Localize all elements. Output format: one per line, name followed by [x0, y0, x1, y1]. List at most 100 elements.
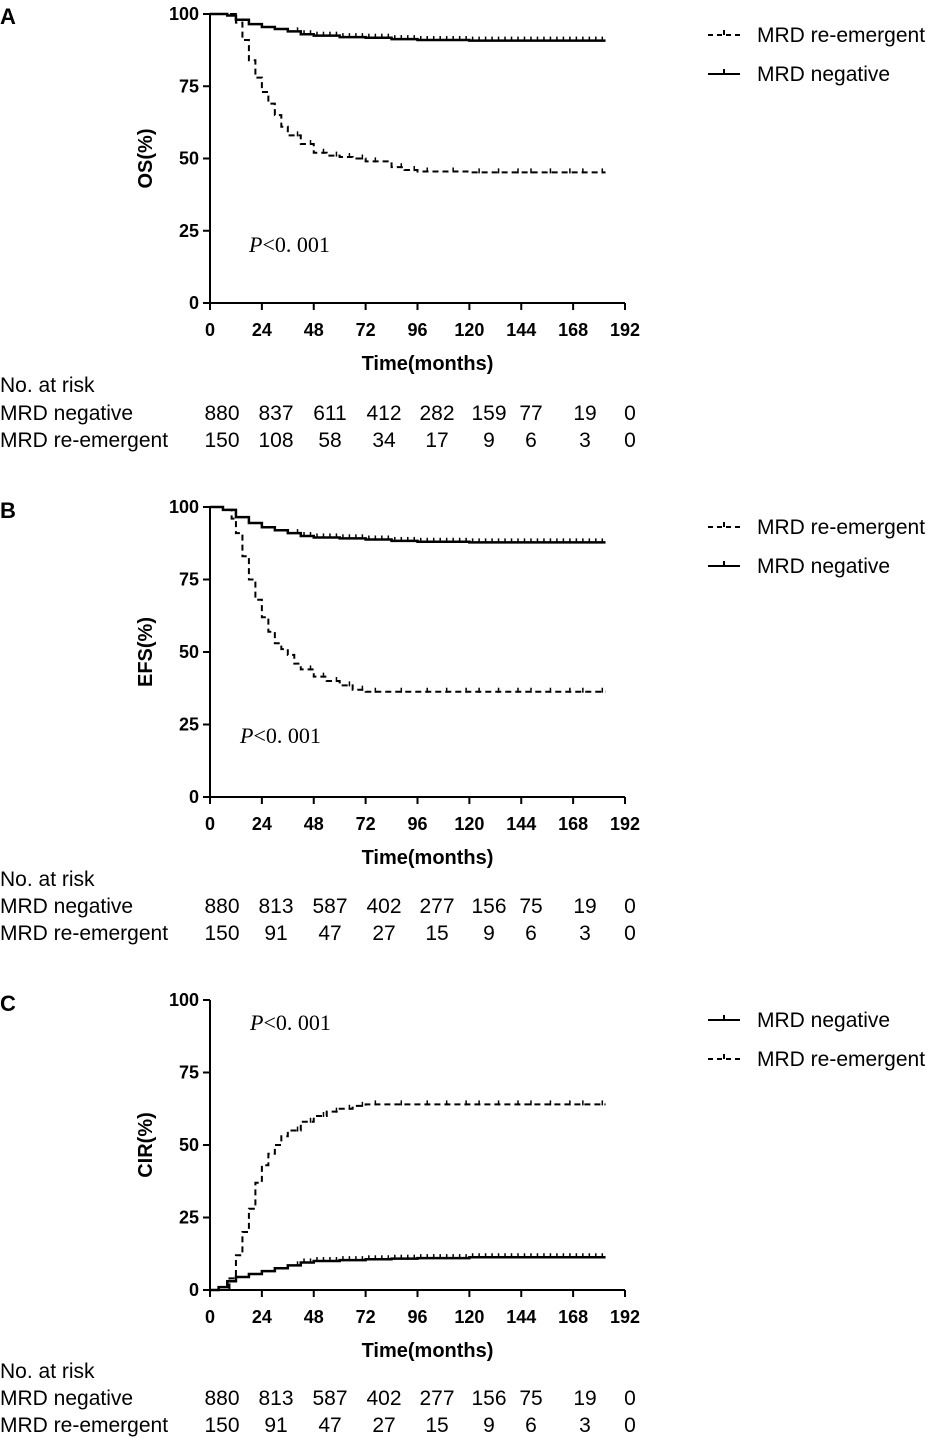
risk-table-title: No. at risk — [0, 374, 95, 397]
p-value-annotation: P<0. 001 — [239, 723, 321, 748]
risk-value: 6 — [525, 922, 537, 945]
y-tick-label: 25 — [179, 715, 199, 735]
y-tick-label: 75 — [179, 76, 199, 96]
risk-value: 0 — [624, 402, 636, 425]
risk-value: 0 — [624, 1414, 636, 1437]
risk-value: 17 — [425, 429, 448, 452]
censor-marks-negative — [296, 1253, 604, 1267]
risk-value: 880 — [204, 895, 239, 918]
legend-label: MRD re-emergent — [757, 1048, 925, 1071]
y-tick-label: 100 — [169, 497, 199, 517]
legend-label: MRD negative — [757, 63, 890, 86]
x-tick-label: 24 — [252, 320, 272, 340]
p-value-letter: P — [248, 232, 262, 257]
y-tick-label: 0 — [189, 1280, 199, 1300]
y-axis-title: OS(%) — [135, 129, 157, 189]
x-axis-title: Time(months) — [362, 353, 494, 375]
risk-row-label: MRD re-emergent — [0, 1414, 168, 1437]
risk-value: 150 — [204, 429, 239, 452]
y-axis-title: EFS(%) — [135, 617, 157, 687]
x-tick-label: 72 — [356, 814, 376, 834]
x-tick-label: 120 — [454, 320, 484, 340]
x-tick-label: 72 — [356, 320, 376, 340]
risk-value: 108 — [258, 429, 293, 452]
p-value-annotation: P<0. 001 — [249, 1010, 331, 1035]
legend-label: MRD negative — [757, 555, 890, 578]
x-tick-label: 192 — [610, 320, 640, 340]
risk-value: 0 — [624, 922, 636, 945]
x-tick-label: 168 — [558, 814, 588, 834]
y-tick-label: 0 — [189, 787, 199, 807]
p-value-letter: P — [249, 1010, 263, 1035]
legend: MRD re-emergent MRD negative — [708, 24, 925, 86]
risk-value: 6 — [525, 429, 537, 452]
risk-value: 19 — [573, 1387, 596, 1410]
censor-marks-re-emergent — [296, 1100, 604, 1132]
y-tick-label: 100 — [169, 4, 199, 24]
risk-value: 19 — [573, 895, 596, 918]
risk-value: 47 — [318, 922, 341, 945]
risk-value: 9 — [483, 429, 495, 452]
risk-table: No. at risk MRD negative 880 813 587 402 277 15… — [0, 868, 636, 945]
p-value-number: <0. 001 — [253, 723, 320, 748]
risk-value: 6 — [525, 1414, 537, 1437]
panel-letter: C — [0, 991, 16, 1016]
x-tick-label: 120 — [454, 1307, 484, 1327]
risk-value: 0 — [624, 1387, 636, 1410]
risk-table-title: No. at risk — [0, 1360, 95, 1383]
y-tick-label: 0 — [189, 293, 199, 313]
x-tick-label: 96 — [407, 320, 427, 340]
x-tick-label: 192 — [610, 814, 640, 834]
x-tick-label: 48 — [304, 320, 324, 340]
risk-value: 15 — [425, 1414, 448, 1437]
x-tick-label: 168 — [558, 1307, 588, 1327]
risk-value: 3 — [579, 429, 591, 452]
risk-value: 0 — [624, 429, 636, 452]
legend-label: MRD re-emergent — [757, 516, 925, 539]
risk-value: 3 — [579, 922, 591, 945]
y-tick-label: 50 — [179, 642, 199, 662]
risk-value: 880 — [204, 1387, 239, 1410]
risk-row-label: MRD negative — [0, 895, 133, 918]
risk-value: 813 — [258, 1387, 293, 1410]
y-tick-label: 100 — [169, 990, 199, 1010]
p-value-annotation: P<0. 001 — [248, 232, 330, 257]
y-tick-label: 25 — [179, 221, 199, 241]
risk-value: 412 — [366, 402, 401, 425]
risk-value: 9 — [483, 922, 495, 945]
x-axis-title: Time(months) — [362, 1340, 494, 1362]
x-tick-label: 144 — [506, 814, 536, 834]
risk-table: No. at risk MRD negative 880 813 587 402 277 15… — [0, 1360, 636, 1437]
series-line-re-emergent — [210, 13, 606, 174]
panel-letter: B — [0, 498, 16, 523]
x-axis-title: Time(months) — [362, 847, 494, 869]
censor-marks-negative — [296, 529, 604, 544]
x-tick-label: 144 — [506, 320, 536, 340]
series-line-negative — [210, 505, 606, 544]
y-tick-label: 75 — [179, 1063, 199, 1083]
x-tick-label: 192 — [610, 1307, 640, 1327]
risk-value: 15 — [425, 922, 448, 945]
x-tick-label: 120 — [454, 814, 484, 834]
risk-value: 277 — [419, 1387, 454, 1410]
x-tick-label: 48 — [304, 814, 324, 834]
legend: MRD negative MRD re-emergent — [708, 1009, 925, 1071]
p-value-number: <0. 001 — [263, 1010, 330, 1035]
legend-label: MRD negative — [757, 1009, 890, 1032]
risk-value: 282 — [419, 402, 454, 425]
x-tick-label: 48 — [304, 1307, 324, 1327]
panel-letter: A — [0, 4, 16, 29]
series-line-re-emergent — [210, 506, 606, 693]
risk-value: 587 — [312, 1387, 347, 1410]
risk-value: 75 — [519, 895, 542, 918]
risk-value: 3 — [579, 1414, 591, 1437]
risk-value: 587 — [312, 895, 347, 918]
risk-value: 402 — [366, 1387, 401, 1410]
risk-row-label: MRD negative — [0, 402, 133, 425]
risk-value: 150 — [204, 922, 239, 945]
risk-value: 0 — [624, 895, 636, 918]
risk-value: 150 — [204, 1414, 239, 1437]
